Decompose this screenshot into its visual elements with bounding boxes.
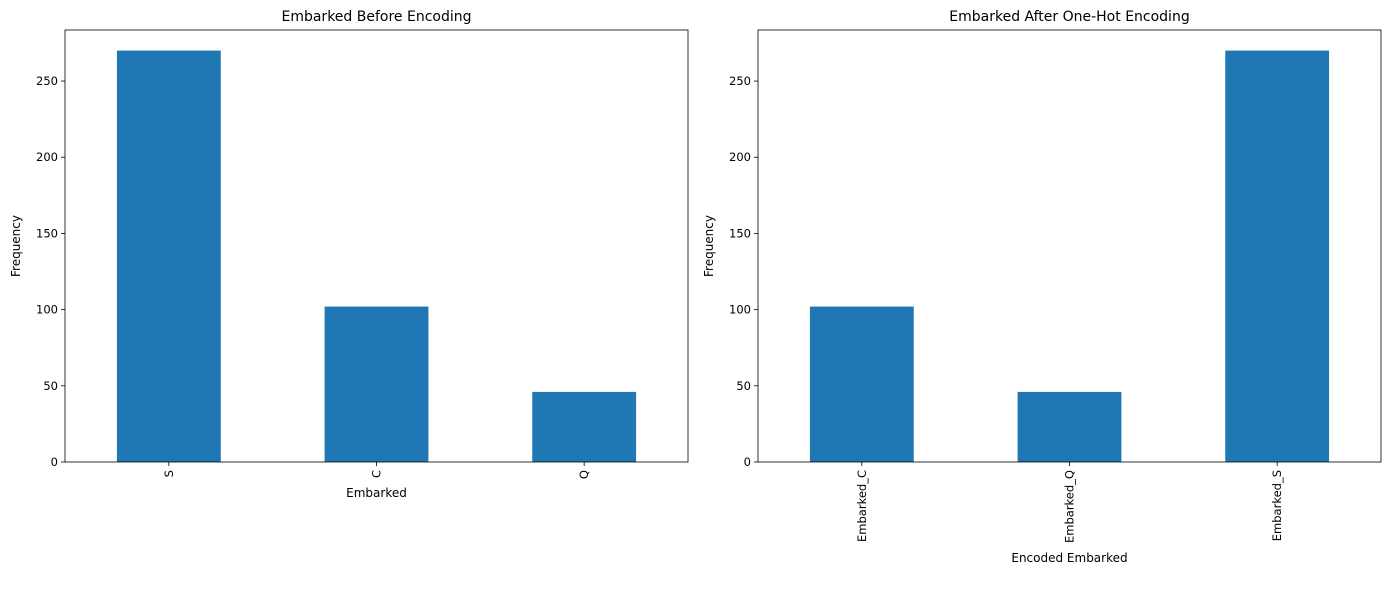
y-tick-label: 0 (744, 455, 751, 469)
y-tick-label: 0 (51, 455, 58, 469)
y-tick-label: 250 (36, 74, 58, 88)
y-axis-label: Frequency (9, 215, 23, 277)
bar-embarked_s (1225, 50, 1330, 462)
x-axis-label: Encoded Embarked (1011, 551, 1127, 565)
chart-panel-1: 0 50 100 150 200 250 S C Q Embarked Before Encodi… (9, 9, 689, 500)
x-tick-label: S (162, 470, 176, 477)
y-axis-label: Frequency (702, 215, 716, 277)
y-tick-label: 150 (729, 226, 751, 240)
y-tick-label: 200 (36, 150, 58, 164)
bar-c (324, 306, 429, 462)
y-tick-label: 150 (36, 226, 58, 240)
y-tick-label: 50 (43, 379, 58, 393)
x-tick-label: C (370, 470, 384, 478)
bar-q (532, 391, 637, 462)
chart-panel-2: 0 50 100 150 200 250 Embarked_C Embarked_Q Embar… (702, 9, 1382, 565)
y-tick-label: 100 (729, 303, 751, 317)
x-tick-label: Embarked_S (1270, 470, 1284, 541)
bar-embarked_c (809, 306, 914, 462)
chart-title: Embarked Before Encoding (281, 9, 471, 25)
bar-s (116, 50, 221, 462)
x-axis-label: Embarked (346, 486, 407, 500)
y-tick-label: 100 (36, 303, 58, 317)
y-tick-label: 200 (729, 150, 751, 164)
x-tick-label: Embarked_Q (1063, 470, 1077, 543)
y-tick-label: 250 (729, 74, 751, 88)
x-tick-label: Q (577, 470, 591, 479)
y-tick-label: 50 (736, 379, 751, 393)
chart-title: Embarked After One-Hot Encoding (949, 9, 1189, 25)
x-tick-label: Embarked_C (855, 470, 869, 542)
bar-embarked_q (1017, 391, 1122, 462)
